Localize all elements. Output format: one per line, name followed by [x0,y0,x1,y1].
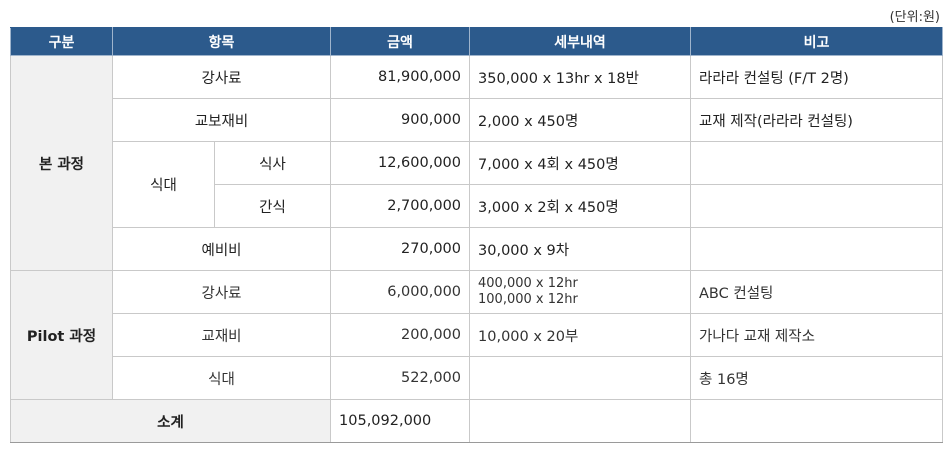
detail-line: 400,000 x 12hr [478,276,578,291]
header-amount: 금액 [330,27,471,56]
note-cell: 총 16명 [690,356,944,400]
note-cell [690,141,944,185]
detail-cell: 7,000 x 4회 x 450명 [469,141,692,185]
table-row: Pilot 과정 강사료 6,000,000 400,000 x 12hr 10… [10,270,944,400]
table-row: 본 과정 강사료 81,900,000 350,000 x 13hr x 18반… [10,55,944,271]
detail-cell: 400,000 x 12hr 100,000 x 12hr [469,270,692,314]
note-cell: ABC 컨설팅 [690,270,944,314]
detail-cell: 30,000 x 9차 [469,227,692,271]
table-row: 식대 522,000 총 16명 [11,356,944,400]
detail-cell [469,399,692,443]
item-cell: 식대 [111,356,332,400]
table-row: 간식 2,700,000 3,000 x 2회 x 450명 [11,184,944,228]
category-pilot-course: Pilot 과정 [10,270,113,400]
category-main-course: 본 과정 [10,55,113,271]
amount-cell: 200,000 [330,313,471,357]
subtotal-row: 소계 105,092,000 [9,399,944,443]
amount-cell: 81,900,000 [330,55,471,99]
budget-table: 구분 항목 금액 세부내역 비고 본 과정 강사료 81,900,000 350… [9,27,944,443]
note-cell [690,184,944,228]
sub-item-cell: 식사 [213,141,332,185]
table-row: 교재비 200,000 10,000 x 20부 가나다 교재 제작소 [11,313,944,357]
header-item: 항목 [111,27,332,56]
item-cell: 교보재비 [111,98,332,142]
sub-item-cell: 간식 [213,184,332,228]
detail-cell: 350,000 x 13hr x 18반 [469,55,692,99]
note-cell [690,399,944,443]
item-cell: 강사료 [111,270,332,314]
header-category: 구분 [10,27,113,56]
amount-cell: 522,000 [330,356,471,400]
amount-cell: 2,700,000 [330,184,471,228]
subtotal-amount: 105,092,000 [330,399,471,443]
header-detail: 세부내역 [469,27,692,56]
header-note: 비고 [690,27,944,56]
detail-cell [469,356,692,400]
amount-cell: 900,000 [330,98,471,142]
table-row: 교보재비 900,000 2,000 x 450명 교재 제작(라라라 컨설팅) [11,98,944,142]
amount-cell: 270,000 [330,227,471,271]
note-cell: 교재 제작(라라라 컨설팅) [690,98,944,142]
note-cell: 가나다 교재 제작소 [690,313,944,357]
note-cell: 라라라 컨설팅 (F/T 2명) [690,55,944,99]
table-row: 식대 식사 12,600,000 7,000 x 4회 x 450명 [11,141,944,228]
item-cell: 강사료 [111,55,332,99]
detail-line: 100,000 x 12hr [478,292,578,307]
detail-cell: 10,000 x 20부 [469,313,692,357]
item-group-meal: 식대 [112,141,215,228]
note-cell [690,227,944,271]
item-cell: 교재비 [111,313,332,357]
unit-label: (단위:원) [889,10,940,25]
header-row: 구분 항목 금액 세부내역 비고 [10,27,944,56]
item-cell: 예비비 [111,227,332,271]
amount-cell: 12,600,000 [330,141,471,185]
subtotal-label: 소계 [9,399,332,443]
table-row: 예비비 270,000 30,000 x 9차 [11,227,944,271]
amount-cell: 6,000,000 [330,270,471,314]
detail-cell: 2,000 x 450명 [469,98,692,142]
detail-cell: 3,000 x 2회 x 450명 [469,184,692,228]
